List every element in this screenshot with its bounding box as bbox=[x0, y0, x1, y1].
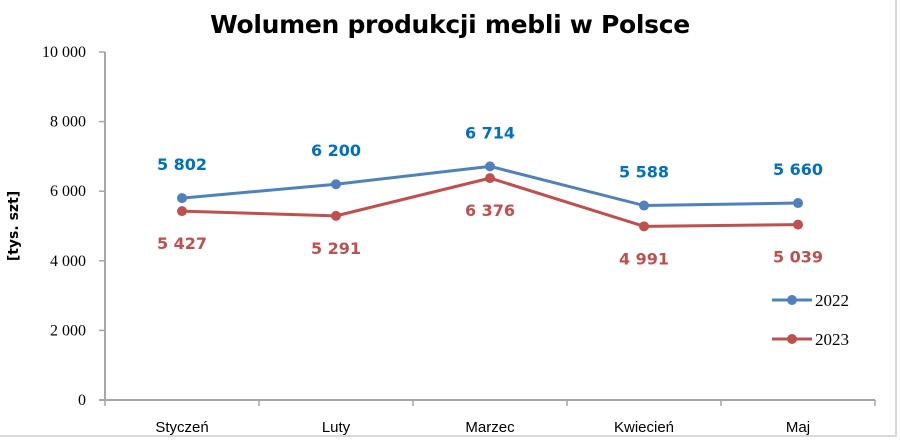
x-tick-label: Maj bbox=[786, 419, 810, 436]
chart-title: Wolumen produkcji mebli w Polsce bbox=[210, 10, 690, 39]
data-label: 4 991 bbox=[619, 249, 669, 268]
y-tick-label: 10 000 bbox=[42, 44, 86, 61]
y-tick-label: 6 000 bbox=[50, 183, 86, 200]
data-label: 6 200 bbox=[311, 141, 361, 160]
legend-marker bbox=[787, 295, 797, 305]
data-point bbox=[793, 198, 803, 209]
y-tick-label: 2 000 bbox=[50, 322, 86, 339]
y-tick-label: 4 000 bbox=[50, 253, 86, 270]
data-point bbox=[485, 173, 495, 184]
x-tick-label: Styczeń bbox=[155, 419, 208, 436]
y-tick-label: 0 bbox=[78, 392, 86, 409]
data-point bbox=[639, 221, 649, 232]
data-point bbox=[331, 179, 341, 190]
data-point bbox=[639, 200, 649, 211]
x-tick-label: Marzec bbox=[465, 419, 515, 436]
legend-label: 2022 bbox=[815, 291, 849, 310]
x-tick-label: Kwiecień bbox=[614, 419, 674, 436]
data-point bbox=[793, 219, 803, 230]
data-point bbox=[331, 210, 341, 221]
y-axis-label: [tys. szt] bbox=[6, 191, 22, 261]
data-label: 5 660 bbox=[773, 160, 823, 179]
data-label: 6 714 bbox=[465, 123, 515, 142]
data-label: 5 588 bbox=[619, 163, 669, 182]
legend-label: 2023 bbox=[815, 330, 849, 349]
data-point bbox=[485, 161, 495, 172]
data-label: 5 291 bbox=[311, 239, 361, 258]
data-label: 5 427 bbox=[157, 234, 207, 253]
data-label: 6 376 bbox=[465, 201, 515, 220]
y-tick-label: 8 000 bbox=[50, 114, 86, 131]
data-point bbox=[177, 206, 187, 217]
legend-marker bbox=[787, 334, 797, 344]
data-label: 5 039 bbox=[773, 248, 823, 267]
series-line-2022 bbox=[181, 164, 799, 208]
data-point bbox=[177, 193, 187, 204]
data-label: 5 802 bbox=[157, 155, 207, 174]
x-tick-label: Luty bbox=[322, 419, 351, 436]
